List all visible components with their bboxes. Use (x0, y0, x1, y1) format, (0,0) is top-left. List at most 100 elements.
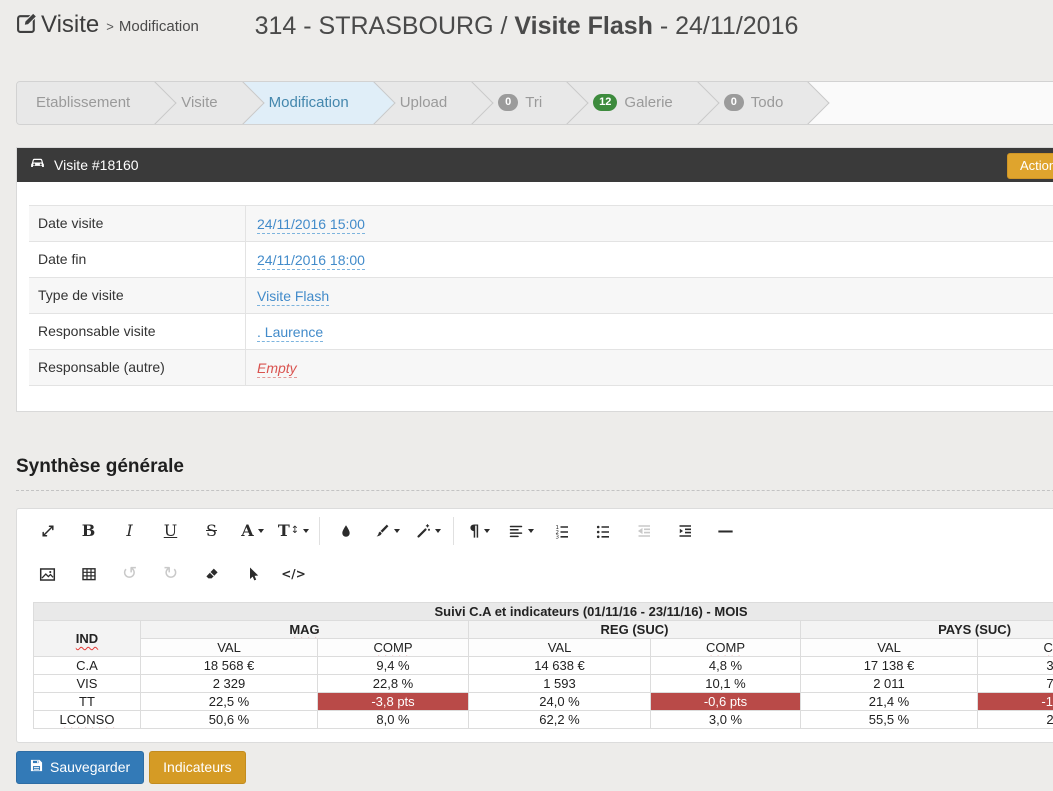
cursor-icon (245, 566, 261, 582)
svg-text:2: 2 (555, 530, 559, 536)
indicators-table: Suivi C.A et indicateurs (01/11/16 - 23/… (32, 602, 1053, 729)
bold-button[interactable]: B (68, 514, 109, 548)
field-label: Type de visite (29, 278, 246, 313)
row-ind-label: C.A (33, 656, 141, 675)
outdent-button (623, 514, 664, 548)
bold-icon: B (81, 520, 96, 540)
paragraph-format-icon: ¶ (469, 520, 480, 540)
table-header-group: REG (SUC) (468, 620, 801, 639)
brush-button[interactable] (366, 514, 407, 548)
table-header-comp: COMP (317, 638, 469, 657)
actions-button[interactable]: Actions (1007, 153, 1053, 179)
editable-value-date-fin[interactable]: 24/11/2016 18:00 (257, 251, 365, 270)
table-cell: 4,8 % (650, 656, 801, 675)
editable-value-date-visite[interactable]: 24/11/2016 15:00 (257, 215, 365, 234)
font-format-icon: A (241, 520, 254, 540)
strikethrough-button[interactable]: S (191, 514, 232, 548)
table-caption: Suivi C.A et indicateurs (01/11/16 - 23/… (32, 602, 1053, 621)
editable-value-responsable-visite[interactable]: . Laurence (257, 323, 324, 342)
strikethrough-icon: S (206, 520, 217, 540)
magic-wand-button[interactable] (407, 514, 448, 548)
horizontal-rule-button[interactable]: — (705, 514, 746, 548)
table-cell: 3,0 % (650, 710, 801, 729)
fullscreen-button[interactable] (27, 514, 68, 548)
text-size-icon: T ↕ (277, 520, 300, 540)
code-view-button[interactable]: </> (273, 557, 314, 591)
editable-value-type-de-visite[interactable]: Visite Flash (257, 287, 330, 306)
table-cell-danger: -0,6 pts (650, 692, 801, 711)
editable-value-responsable-autre[interactable]: Empty (257, 359, 297, 378)
field-label: Responsable visite (29, 314, 246, 349)
editor-content[interactable]: Suivi C.A et indicateurs (01/11/16 - 23/… (17, 596, 1053, 742)
table-header-group: MAG (140, 620, 469, 639)
align-icon (508, 523, 524, 539)
table-cell: 1 593 (468, 674, 651, 693)
table-cell: 24,0 % (468, 692, 651, 711)
undo-icon: ↺ (121, 563, 138, 584)
unordered-list-button[interactable] (582, 514, 623, 548)
font-format-button[interactable]: A (232, 514, 273, 548)
table-cell: 8,0 % (317, 710, 469, 729)
toolbar-separator (453, 516, 454, 545)
svg-text:1: 1 (555, 525, 559, 531)
align-button[interactable] (500, 514, 541, 548)
italic-button[interactable]: I (109, 514, 150, 548)
field-value: Empty (246, 359, 297, 378)
table-cell: 55,5 % (800, 710, 978, 729)
field-row-type-de-visite: Type de visite Visite Flash (29, 278, 1053, 314)
table-cell: 2,0 % (976, 710, 1053, 729)
table-cell: 9,4 % (317, 656, 469, 675)
image-button[interactable] (27, 557, 68, 591)
field-label: Responsable (autre) (29, 350, 246, 385)
tab-badge-galerie: 12 (593, 94, 618, 111)
row-ind-label: LCONSO (33, 710, 141, 729)
field-value: Visite Flash (246, 287, 330, 306)
table-cell: 18 568 € (140, 656, 318, 675)
field-row-responsable-autre: Responsable (autre) Empty (29, 350, 1053, 386)
indent-button[interactable] (664, 514, 705, 548)
table-cell: 10,1 % (650, 674, 801, 693)
color-droplet-icon (338, 523, 354, 539)
image-icon (39, 566, 56, 583)
breadcrumb-app[interactable]: Visite (41, 11, 100, 38)
field-value: . Laurence (246, 323, 324, 342)
color-droplet-button[interactable] (325, 514, 366, 548)
eraser-button[interactable] (191, 557, 232, 591)
underline-icon: U (163, 520, 178, 540)
cursor-button[interactable] (232, 557, 273, 591)
table-button[interactable] (68, 557, 109, 591)
svg-text:3: 3 (555, 534, 559, 538)
table-cell: 3,3 % (976, 656, 1053, 675)
footer-buttons: Sauvegarder Indicateurs (16, 751, 1053, 784)
outdent-icon (636, 523, 652, 539)
indicators-button[interactable]: Indicateurs (149, 751, 246, 784)
paragraph-format-button[interactable]: ¶ (459, 514, 500, 548)
save-button-label: Sauvegarder (50, 759, 131, 775)
underline-button[interactable]: U (150, 514, 191, 548)
visit-fields: Date visite 24/11/2016 15:00 Date fin 24/11… (29, 205, 1053, 386)
table-cell-danger: -1,4 pts (976, 692, 1053, 711)
tab-label: Modification (268, 94, 349, 111)
italic-icon: I (126, 520, 133, 540)
tab-badge-todo: 0 (723, 94, 744, 111)
chevron-down-icon (303, 528, 310, 533)
tab-visite[interactable]: Visite (154, 82, 242, 124)
editor-toolbar-row2: ↺ ↻ </> (17, 552, 1053, 596)
floppy-disk-icon (30, 759, 43, 775)
tab-label: Etablissement (36, 94, 131, 111)
chevron-down-icon (483, 528, 490, 533)
save-button[interactable]: Sauvegarder (16, 751, 145, 784)
table-cell: 50,6 % (140, 710, 318, 729)
page-title-prefix: 314 - STRASBOURG / (254, 12, 515, 40)
breadcrumb: Visite > Modification (16, 11, 199, 39)
text-size-button[interactable]: T ↕ (273, 514, 314, 548)
tab-etablissement[interactable]: Etablissement (17, 82, 155, 124)
table-cell: 2 011 (800, 674, 978, 693)
table-cell: 2 329 (140, 674, 318, 693)
page-title: 314 - STRASBOURG / Visite Flash - 24/11/… (0, 0, 1053, 41)
table-cell: 14 638 € (468, 656, 651, 675)
field-row-date-visite: Date visite 24/11/2016 15:00 (29, 206, 1053, 242)
